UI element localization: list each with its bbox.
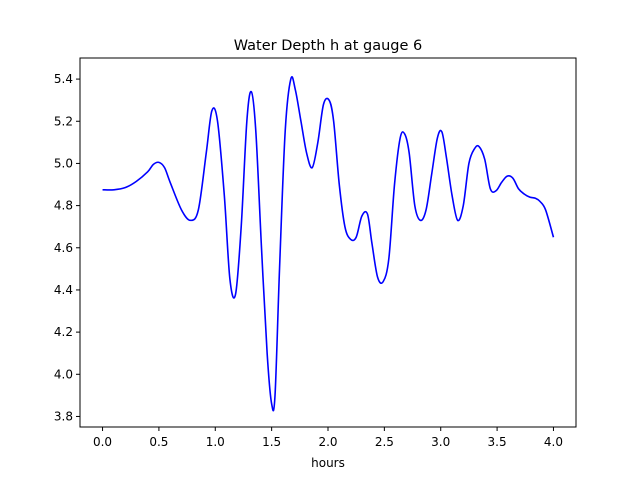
y-tick-label: 5.2 bbox=[54, 114, 73, 128]
chart-title: Water Depth h at gauge 6 bbox=[234, 38, 422, 54]
y-tick-label: 4.6 bbox=[54, 241, 73, 255]
x-tick-label: 0.5 bbox=[149, 435, 168, 449]
x-tick-label: 2.0 bbox=[318, 435, 337, 449]
x-tick-label: 4.0 bbox=[544, 435, 563, 449]
x-tick-label: 3.5 bbox=[488, 435, 507, 449]
y-tick-label: 4.2 bbox=[54, 325, 73, 339]
x-tick-label: 1.0 bbox=[206, 435, 225, 449]
y-tick-label: 3.8 bbox=[54, 409, 73, 423]
x-tick-label: 1.5 bbox=[262, 435, 281, 449]
y-tick-label: 5.0 bbox=[54, 156, 73, 170]
y-tick-label: 4.0 bbox=[54, 367, 73, 381]
x-tick-label: 0.0 bbox=[93, 435, 112, 449]
x-axis-label: hours bbox=[311, 456, 345, 470]
series-line-gauge-6 bbox=[102, 75, 555, 412]
ticks-layer: 0.0 0.5 1.0 1.5 2.0 2.5 3.0 3.5 4.0 3.8 4.0 4.2 4.4 4… bbox=[54, 72, 563, 449]
y-tick-label: 4.8 bbox=[54, 199, 73, 213]
plot-frame bbox=[79, 57, 577, 428]
y-tick-label: 4.4 bbox=[54, 283, 73, 297]
y-tick-label: 5.4 bbox=[54, 72, 73, 86]
x-tick-label: 2.5 bbox=[375, 435, 394, 449]
x-tick-label: 3.0 bbox=[431, 435, 450, 449]
